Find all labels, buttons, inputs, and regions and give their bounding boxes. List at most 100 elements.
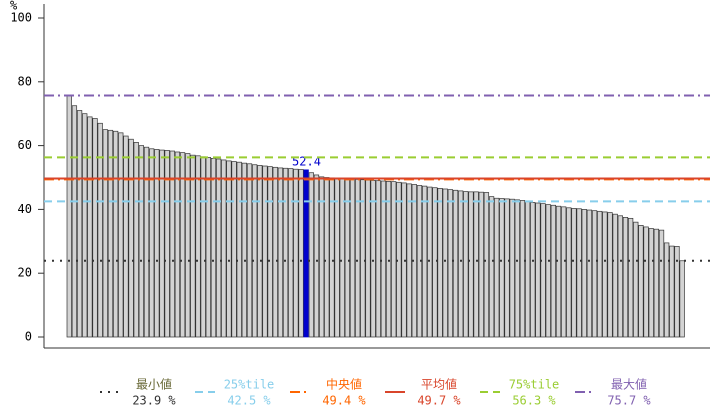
bar xyxy=(545,204,551,338)
bar xyxy=(627,217,634,338)
bar xyxy=(66,95,72,338)
legend-name: 最大値 xyxy=(611,377,647,392)
bar xyxy=(586,209,593,338)
bar xyxy=(76,110,83,338)
bar xyxy=(658,229,665,338)
bar xyxy=(540,203,546,338)
bar xyxy=(530,202,536,338)
y-tick-label: 80 xyxy=(18,74,32,88)
bar xyxy=(669,245,675,338)
bar xyxy=(216,158,222,338)
bar xyxy=(159,149,165,338)
bar xyxy=(71,105,78,338)
legend-name: 25%tile xyxy=(224,378,275,392)
bar xyxy=(349,178,356,338)
bar xyxy=(298,169,304,338)
bar xyxy=(375,180,381,338)
bar xyxy=(231,161,237,338)
bar xyxy=(437,187,443,338)
bar xyxy=(602,211,608,338)
bar xyxy=(107,129,114,338)
bar xyxy=(267,166,273,338)
bar xyxy=(633,221,639,338)
bar xyxy=(391,181,397,338)
bar xyxy=(442,188,448,338)
bar xyxy=(82,113,88,338)
legend-name: 75%tile xyxy=(509,378,560,392)
bar xyxy=(494,197,500,338)
bar xyxy=(236,161,242,338)
bar xyxy=(185,153,191,338)
bar xyxy=(149,148,155,338)
bar xyxy=(97,122,103,338)
bar xyxy=(262,165,268,338)
bar xyxy=(221,159,227,338)
bar xyxy=(319,176,325,338)
bar xyxy=(257,165,263,338)
bar xyxy=(674,246,680,338)
bar xyxy=(308,172,314,338)
bar xyxy=(128,138,134,338)
bar xyxy=(293,168,299,338)
bar xyxy=(432,187,438,338)
y-tick-label: 40 xyxy=(18,202,32,216)
bar xyxy=(241,162,248,338)
bar xyxy=(648,228,654,338)
legend-value: 49.4 % xyxy=(322,394,366,408)
legend-value: 23.9 % xyxy=(132,394,176,408)
bar xyxy=(597,210,603,338)
bar xyxy=(653,228,659,338)
y-tick-label: 60 xyxy=(18,138,32,152)
bar xyxy=(272,166,278,338)
bar xyxy=(277,167,284,338)
bar xyxy=(246,163,253,338)
bar xyxy=(190,154,196,338)
bar xyxy=(612,213,618,338)
bar xyxy=(252,164,258,338)
bar xyxy=(427,186,433,338)
bar xyxy=(380,180,387,338)
bar xyxy=(200,156,206,338)
bar xyxy=(509,198,515,338)
bar xyxy=(458,190,464,338)
bar xyxy=(664,242,670,338)
bar xyxy=(607,212,613,338)
legend-name: 平均値 xyxy=(421,377,457,392)
bar xyxy=(473,191,479,338)
y-axis-label: % xyxy=(10,0,18,13)
bar xyxy=(282,167,289,338)
bar xyxy=(581,209,587,338)
value-label: 52.4 xyxy=(292,154,321,168)
bar xyxy=(447,189,454,338)
bar xyxy=(463,191,469,338)
legend-value: 42.5 % xyxy=(227,394,271,408)
bar xyxy=(452,189,459,338)
bar xyxy=(519,200,526,338)
bar xyxy=(87,116,93,338)
bar xyxy=(365,179,371,338)
legend-value: 75.7 % xyxy=(607,394,651,408)
bar xyxy=(535,202,541,338)
bar xyxy=(468,191,474,338)
legend-value: 56.3 % xyxy=(512,394,556,408)
y-tick-label: 100 xyxy=(10,11,32,25)
bar xyxy=(118,132,124,338)
bar xyxy=(566,207,572,338)
bar xyxy=(524,201,531,338)
legend-value: 49.7 % xyxy=(417,394,461,408)
y-tick-label: 20 xyxy=(18,266,32,280)
bar xyxy=(499,198,505,338)
bar xyxy=(303,169,309,338)
bar xyxy=(488,196,495,338)
bar xyxy=(514,199,520,338)
bar xyxy=(478,191,484,338)
bar xyxy=(195,155,201,338)
bar xyxy=(143,146,150,338)
bar xyxy=(550,204,556,338)
bar xyxy=(385,180,392,338)
bar xyxy=(92,118,98,338)
bar xyxy=(360,179,366,338)
bar xyxy=(591,210,598,338)
bar xyxy=(638,225,644,338)
